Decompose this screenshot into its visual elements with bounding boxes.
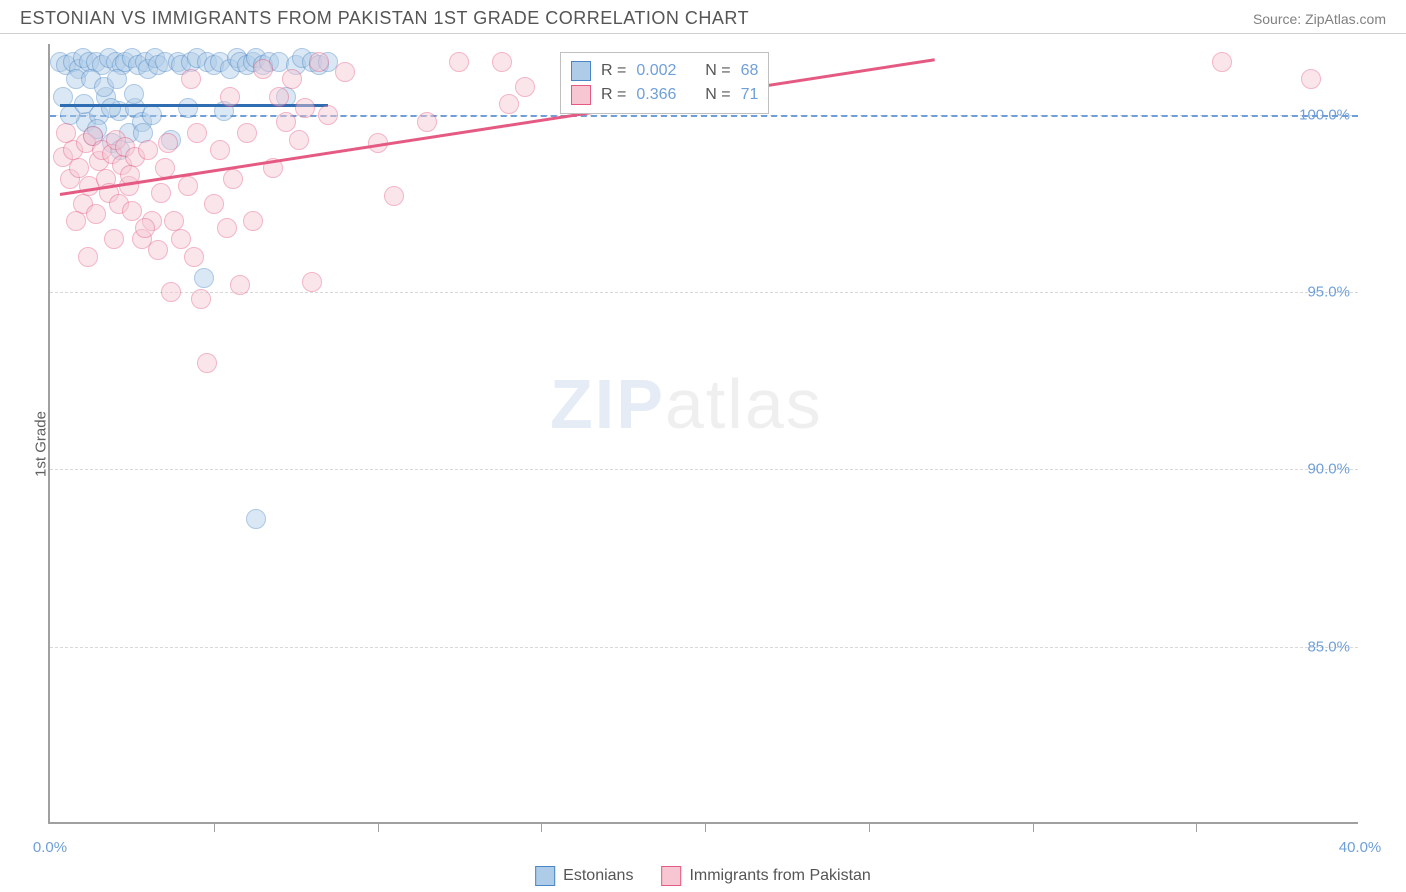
data-point: [161, 282, 181, 302]
data-point: [492, 52, 512, 72]
data-point: [171, 229, 191, 249]
chart-area: 1st Grade ZIPatlas 85.0%90.0%95.0%100.0%…: [0, 34, 1406, 854]
data-point: [237, 123, 257, 143]
data-point: [210, 140, 230, 160]
chart-title: ESTONIAN VS IMMIGRANTS FROM PAKISTAN 1ST…: [20, 8, 749, 29]
reference-line: [50, 115, 1358, 117]
data-point: [181, 69, 201, 89]
x-tick: [214, 822, 215, 832]
x-tick: [1196, 822, 1197, 832]
data-point: [78, 247, 98, 267]
data-point: [515, 77, 535, 97]
x-tick: [378, 822, 379, 832]
data-point: [86, 204, 106, 224]
n-value: 71: [741, 86, 759, 104]
data-point: [66, 211, 86, 231]
data-point: [1301, 69, 1321, 89]
x-tick-label: 0.0%: [33, 839, 67, 856]
data-point: [107, 69, 127, 89]
data-point: [384, 186, 404, 206]
data-point: [243, 211, 263, 231]
data-point: [135, 218, 155, 238]
data-point: [56, 123, 76, 143]
data-point: [197, 353, 217, 373]
x-tick: [541, 822, 542, 832]
n-value: 68: [741, 62, 759, 80]
data-point: [269, 87, 289, 107]
chart-source: Source: ZipAtlas.com: [1253, 11, 1386, 27]
x-tick: [869, 822, 870, 832]
data-point: [309, 52, 329, 72]
trend-line: [60, 104, 329, 107]
y-axis-label: 1st Grade: [32, 411, 49, 477]
watermark: ZIPatlas: [550, 364, 823, 444]
data-point: [499, 94, 519, 114]
r-value: 0.002: [636, 62, 676, 80]
r-value: 0.366: [636, 86, 676, 104]
x-tick-label: 40.0%: [1339, 839, 1382, 856]
data-point: [187, 123, 207, 143]
x-tick: [705, 822, 706, 832]
data-point: [282, 69, 302, 89]
data-point: [178, 176, 198, 196]
series-swatch: [571, 85, 591, 105]
correlation-stats: R =0.002 N =68R =0.366 N =71: [560, 52, 769, 114]
data-point: [223, 169, 243, 189]
data-point: [449, 52, 469, 72]
data-point: [138, 140, 158, 160]
data-point: [194, 268, 214, 288]
data-point: [104, 229, 124, 249]
data-point: [246, 509, 266, 529]
data-point: [191, 289, 211, 309]
plot-region: ZIPatlas 85.0%90.0%95.0%100.0%0.0%40.0%R…: [48, 44, 1358, 824]
data-point: [124, 84, 144, 104]
x-tick: [1033, 822, 1034, 832]
data-point: [302, 272, 322, 292]
stat-row: R =0.002 N =68: [571, 59, 758, 83]
gridline: [50, 469, 1358, 470]
legend: Estonians Immigrants from Pakistan: [535, 866, 871, 886]
data-point: [230, 275, 250, 295]
gridline: [50, 647, 1358, 648]
data-point: [178, 98, 198, 118]
y-tick-label: 95.0%: [1307, 284, 1350, 301]
legend-item: Immigrants from Pakistan: [661, 866, 870, 886]
data-point: [101, 98, 121, 118]
data-point: [253, 59, 273, 79]
data-point: [158, 133, 178, 153]
chart-header: ESTONIAN VS IMMIGRANTS FROM PAKISTAN 1ST…: [0, 0, 1406, 34]
data-point: [289, 130, 309, 150]
legend-swatch: [661, 866, 681, 886]
data-point: [318, 105, 338, 125]
data-point: [151, 183, 171, 203]
data-point: [220, 87, 240, 107]
data-point: [122, 201, 142, 221]
data-point: [417, 112, 437, 132]
data-point: [148, 240, 168, 260]
data-point: [276, 112, 296, 132]
data-point: [295, 98, 315, 118]
stat-row: R =0.366 N =71: [571, 83, 758, 107]
legend-label: Immigrants from Pakistan: [689, 867, 870, 885]
legend-item: Estonians: [535, 866, 633, 886]
data-point: [217, 218, 237, 238]
legend-swatch: [535, 866, 555, 886]
data-point: [335, 62, 355, 82]
y-tick-label: 90.0%: [1307, 461, 1350, 478]
data-point: [1212, 52, 1232, 72]
data-point: [204, 194, 224, 214]
series-swatch: [571, 61, 591, 81]
legend-label: Estonians: [563, 867, 633, 885]
data-point: [184, 247, 204, 267]
y-tick-label: 85.0%: [1307, 638, 1350, 655]
